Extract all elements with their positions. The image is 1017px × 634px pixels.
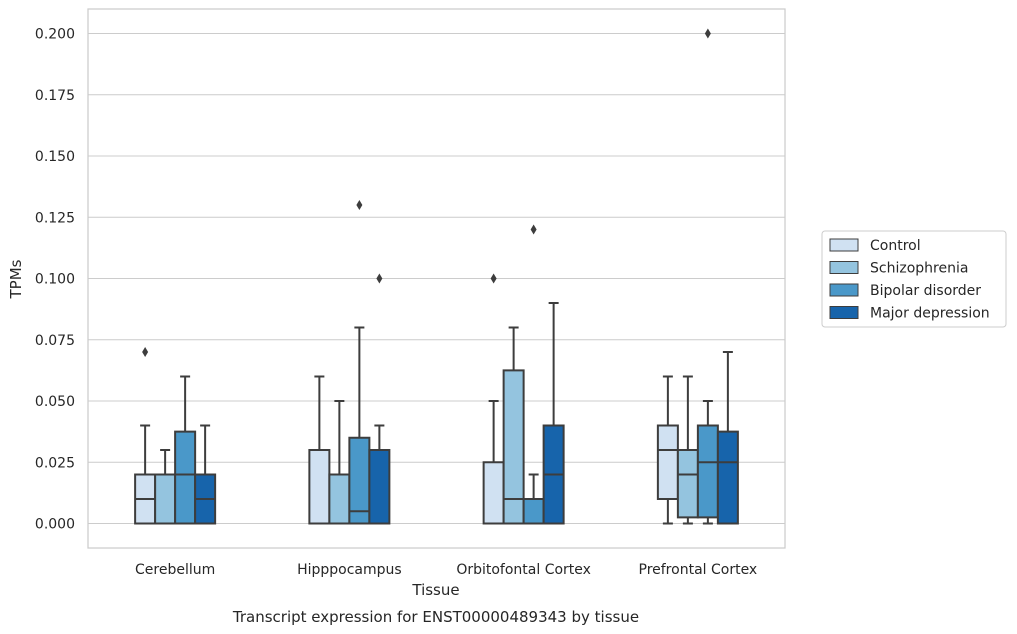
box-plot-series [134, 28, 739, 525]
box-plot [134, 347, 157, 525]
box-plot [308, 375, 331, 525]
legend-frame [821, 230, 1007, 328]
y-axis-title: TPMs [7, 259, 25, 299]
y-tick-label: 0.075 [35, 333, 75, 349]
box-iqr [696, 424, 719, 519]
y-tick-label: 0.100 [35, 272, 75, 288]
legend-entries: Control Schizophrenia Bipolar disorder Majo… [829, 238, 990, 322]
legend-swatch [829, 261, 859, 274]
legend-swatch [829, 306, 859, 319]
outlier-point [530, 224, 537, 235]
box-iqr [174, 430, 197, 525]
box-iqr [676, 449, 699, 519]
box-plot [502, 326, 525, 525]
box-iqr [308, 449, 331, 525]
box-iqr [716, 430, 739, 525]
outlier-point [356, 200, 363, 210]
box-plot [676, 375, 699, 525]
x-tick-label: Hipppocampus [297, 562, 402, 578]
y-tick-label: 0.025 [35, 455, 75, 471]
box-iqr [482, 461, 505, 525]
box-plot [542, 302, 565, 525]
series-bipolar-disorder [174, 28, 719, 525]
box-iqr [656, 424, 679, 500]
box-iqr [154, 473, 177, 525]
x-tick-label: Cerebellum [135, 562, 215, 578]
box-iqr [502, 369, 525, 525]
box-iqr [522, 498, 545, 525]
y-tick-label: 0.000 [35, 517, 75, 533]
box-plot [696, 28, 719, 525]
x-tick-label: Prefrontal Cortex [639, 562, 758, 578]
legend-swatch [829, 283, 859, 297]
y-axis-ticks: 0.000 0.025 0.050 0.075 0.100 0.125 0.150 0.175… [35, 27, 75, 533]
x-axis-title: Tissue [411, 581, 459, 599]
chart-caption: Transcript expression for ENST0000048934… [232, 608, 639, 626]
y-tick-label: 0.050 [35, 394, 75, 410]
box-iqr [368, 449, 391, 525]
legend-label: Bipolar disorder [870, 283, 981, 299]
outlier-point [142, 347, 149, 357]
box-plot [656, 375, 679, 525]
series-control [134, 273, 679, 525]
x-axis-ticks: Cerebellum Hipppocampus Orbitofontal Corte… [135, 562, 757, 578]
box-plot [348, 200, 371, 525]
legend-label: Major depression [870, 306, 990, 322]
box-plot [482, 273, 505, 525]
plot-frame [87, 8, 786, 549]
box-plot [522, 224, 545, 525]
y-tick-label: 0.200 [35, 27, 75, 43]
x-tick-label: Orbitofontal Cortex [456, 562, 591, 578]
box-plot [368, 273, 391, 525]
legend: Control Schizophrenia Bipolar disorder Majo… [821, 230, 1007, 328]
outlier-point [490, 273, 497, 284]
y-tick-label: 0.150 [35, 149, 75, 165]
box-plot [194, 424, 217, 525]
legend-swatch [829, 238, 859, 252]
y-tick-label: 0.175 [35, 88, 75, 104]
outlier-point [704, 28, 711, 39]
legend-label: Schizophrenia [870, 261, 968, 277]
series-major-depression [194, 273, 739, 525]
legend-label: Control [870, 238, 921, 254]
series-schizophrenia [154, 326, 699, 525]
box-iqr [328, 473, 351, 525]
outlier-point [376, 273, 383, 284]
box-plot [716, 351, 739, 525]
y-tick-label: 0.125 [35, 210, 75, 226]
